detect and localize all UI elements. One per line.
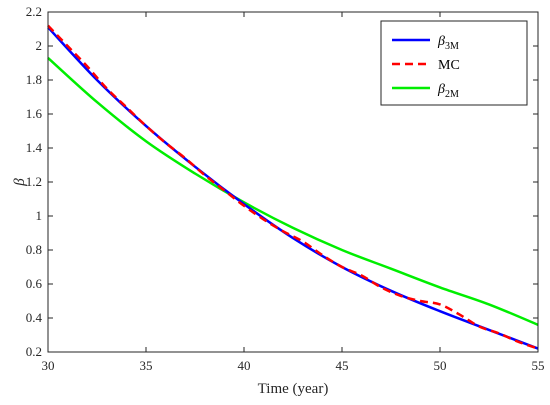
- y-tick-label: 0.2: [26, 344, 42, 359]
- x-tick-label: 50: [434, 358, 447, 373]
- series-layer: [47, 24, 539, 350]
- y-tick-label: 2.2: [26, 4, 42, 19]
- y-tick-label: 2: [36, 38, 43, 53]
- y-tick-label: 1.6: [26, 106, 43, 121]
- y-tick-label: 1.4: [26, 140, 43, 155]
- y-axis-label: β: [12, 178, 28, 187]
- x-tick-label: 45: [336, 358, 349, 373]
- y-tick-label: 0.4: [26, 310, 43, 325]
- y-tick-label: 0.6: [26, 276, 43, 291]
- x-tick-label: 55: [532, 358, 545, 373]
- x-tick-label: 35: [140, 358, 153, 373]
- series-line-mc: [47, 24, 539, 350]
- x-tick-label: 40: [238, 358, 251, 373]
- legend: β3M MC β2M: [380, 20, 528, 106]
- ticks-layer: 30 35 40 45 50 55 0.2 0.4 0.6 0.8 1 1.2 1.4 1.6 1.8 2 2.…: [26, 4, 545, 373]
- x-tick-label: 30: [42, 358, 55, 373]
- legend-label-beta3m: β3M: [437, 34, 459, 52]
- y-tick-label: 1.2: [26, 174, 42, 189]
- legend-label-mc: MC: [438, 58, 460, 73]
- y-tick-label: 0.8: [26, 242, 42, 257]
- series-line-β2m: [47, 56, 539, 326]
- y-tick-label: 1: [36, 208, 43, 223]
- x-axis-label: Time (year): [258, 381, 329, 397]
- legend-label-beta2m: β2M: [437, 82, 459, 100]
- y-tick-label: 1.8: [26, 72, 42, 87]
